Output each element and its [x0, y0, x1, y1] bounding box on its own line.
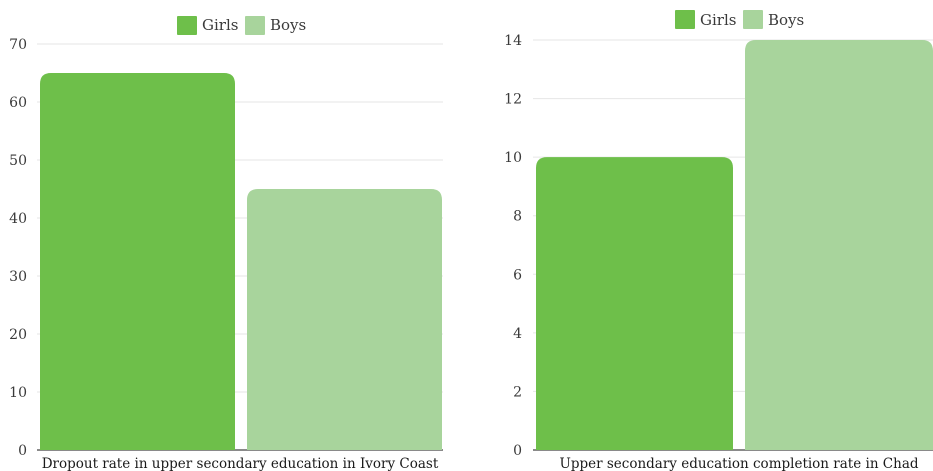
chart-1-y-ticks: 0 10 20 30 40 50 60 70 — [9, 37, 27, 459]
legend-label-boys: Boys — [768, 11, 804, 29]
chart-1: 0 10 20 30 40 50 60 70 Girls Boys Dropout rate … — [9, 16, 443, 471]
y-tick-label: 6 — [513, 267, 522, 283]
chart-2: 0 2 4 6 8 10 12 14 Girls Boys Upper secondary e… — [504, 10, 933, 471]
legend-label-girls: Girls — [202, 16, 238, 34]
chart-2-y-ticks: 0 2 4 6 8 10 12 14 — [504, 33, 522, 459]
chart-1-legend: Girls Boys — [177, 16, 306, 35]
legend-swatch-girls — [177, 16, 197, 35]
legend-label-boys: Boys — [270, 16, 306, 34]
bar-girls — [40, 73, 235, 450]
chart-2-bars — [536, 40, 933, 450]
y-tick-label: 50 — [9, 153, 27, 169]
legend-label-girls: Girls — [700, 11, 736, 29]
y-tick-label: 8 — [513, 209, 522, 225]
legend-swatch-boys — [743, 10, 763, 29]
y-tick-label: 2 — [513, 384, 522, 400]
legend-swatch-girls — [675, 10, 695, 29]
bar-boys — [745, 40, 933, 450]
y-tick-label: 4 — [513, 326, 522, 342]
y-tick-label: 12 — [504, 92, 522, 108]
chart-1-x-axis-label: Dropout rate in upper secondary educatio… — [42, 456, 439, 471]
chart-2-x-axis-label: Upper secondary education completion rat… — [559, 456, 918, 471]
y-tick-label: 0 — [18, 443, 27, 459]
chart-1-bars — [40, 73, 442, 450]
y-tick-label: 20 — [9, 327, 27, 343]
y-tick-label: 70 — [9, 37, 27, 53]
y-tick-label: 30 — [9, 269, 27, 285]
y-tick-label: 60 — [9, 95, 27, 111]
y-tick-label: 40 — [9, 211, 27, 227]
chart-2-legend: Girls Boys — [675, 10, 804, 29]
y-tick-label: 10 — [504, 150, 522, 166]
y-tick-label: 14 — [504, 33, 522, 49]
y-tick-label: 0 — [513, 443, 522, 459]
y-tick-label: 10 — [9, 385, 27, 401]
legend-swatch-boys — [245, 16, 265, 35]
bar-girls — [536, 157, 733, 450]
bar-boys — [247, 189, 442, 450]
